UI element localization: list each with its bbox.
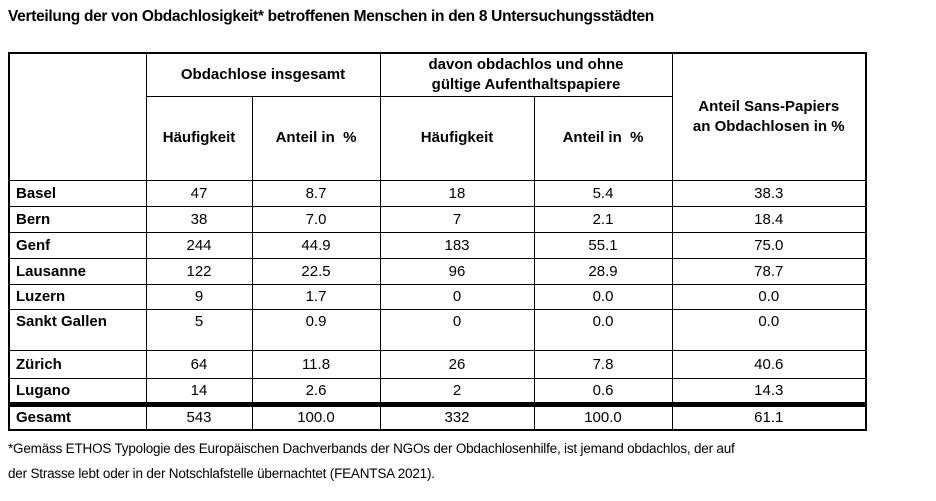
col-header-haeufigkeit-1: Häufigkeit	[145, 95, 253, 181]
value-cell: 18	[379, 179, 535, 207]
value-cell: 55.1	[533, 231, 673, 259]
value-cell: 61.1	[671, 401, 867, 431]
table-row-lausanne: Lausanne 122 22.5 96 28.9 78.7	[8, 257, 867, 285]
col-header-haeufigkeit-2: Häufigkeit	[379, 95, 535, 181]
table-row-sankt-gallen: Sankt Gallen 5 0.9 0 0.0 0.0	[8, 308, 867, 351]
value-cell: 47	[145, 179, 253, 207]
value-cell: 96	[379, 257, 535, 285]
value-cell: 0.6	[533, 377, 673, 405]
value-cell: 2.1	[533, 205, 673, 233]
group-header-row: Obdachlose insgesamt davon obdachlos und…	[8, 52, 867, 181]
value-cell: 244	[145, 231, 253, 259]
col-group-total: Obdachlose insgesamt	[145, 52, 381, 97]
col-header-anteil-2: Anteil in %	[533, 95, 673, 181]
value-cell: 0.0	[533, 283, 673, 310]
value-cell: 543	[145, 401, 253, 431]
city-cell: Genf	[8, 231, 147, 259]
value-cell: 75.0	[671, 231, 867, 259]
value-cell: 1.7	[251, 283, 381, 310]
city-cell: Sankt Gallen	[8, 308, 147, 351]
value-cell: 7.8	[533, 349, 673, 379]
value-cell: 332	[379, 401, 535, 431]
page: Verteilung der von Obdachlosigkeit* betr…	[8, 8, 928, 486]
value-cell: 26	[379, 349, 535, 379]
value-cell: 122	[145, 257, 253, 285]
footnote-line-2: der Strasse lebt oder in der Notschlafst…	[8, 466, 435, 481]
value-cell: 0	[379, 283, 535, 310]
value-cell: 5	[145, 308, 253, 351]
value-cell: 78.7	[671, 257, 867, 285]
value-cell: 0.0	[671, 308, 867, 351]
city-cell: Lausanne	[8, 257, 147, 285]
homelessness-table: Obdachlose insgesamt davon obdachlos und…	[8, 52, 867, 431]
city-cell: Luzern	[8, 283, 147, 310]
value-cell: 40.6	[671, 349, 867, 379]
value-cell: 44.9	[251, 231, 381, 259]
city-cell: Bern	[8, 205, 147, 233]
table-row-gesamt: Gesamt 543 100.0 332 100.0 61.1	[8, 401, 867, 431]
table-row-bern: Bern 38 7.0 7 2.1 18.4	[8, 205, 867, 233]
table-row-zuerich: Zürich 64 11.8 26 7.8 40.6	[8, 349, 867, 379]
city-cell: Zürich	[8, 349, 147, 379]
value-cell: 0.0	[671, 283, 867, 310]
value-cell: 11.8	[251, 349, 381, 379]
footnote: *Gemäss ETHOS Typologie des Europäischen…	[8, 436, 928, 486]
value-cell: 7	[379, 205, 535, 233]
table-row-genf: Genf 244 44.9 183 55.1 75.0	[8, 231, 867, 259]
city-cell: Gesamt	[8, 401, 147, 431]
table-row-basel: Basel 47 8.7 18 5.4 38.3	[8, 179, 867, 207]
value-cell: 38.3	[671, 179, 867, 207]
table-row-lugano: Lugano 14 2.6 2 0.6 14.3	[8, 377, 867, 405]
col-group-sans-papiers: davon obdachlos und ohne gültige Aufenth…	[379, 52, 673, 97]
value-cell: 64	[145, 349, 253, 379]
value-cell: 2	[379, 377, 535, 405]
col-group-share: Anteil Sans-Papiers an Obdachlosen in %	[671, 52, 867, 181]
value-cell: 100.0	[251, 401, 381, 431]
value-cell: 8.7	[251, 179, 381, 207]
page-title: Verteilung der von Obdachlosigkeit* betr…	[8, 8, 654, 25]
value-cell: 14	[145, 377, 253, 405]
col-header-anteil-1: Anteil in %	[251, 95, 381, 181]
value-cell: 183	[379, 231, 535, 259]
value-cell: 7.0	[251, 205, 381, 233]
value-cell: 9	[145, 283, 253, 310]
value-cell: 0.9	[251, 308, 381, 351]
city-cell: Lugano	[8, 377, 147, 405]
value-cell: 38	[145, 205, 253, 233]
value-cell: 18.4	[671, 205, 867, 233]
city-cell: Basel	[8, 179, 147, 207]
footnote-line-1: *Gemäss ETHOS Typologie des Europäischen…	[8, 441, 735, 456]
table-row-luzern: Luzern 9 1.7 0 0.0 0.0	[8, 283, 867, 310]
value-cell: 100.0	[533, 401, 673, 431]
corner-cell	[8, 52, 147, 181]
value-cell: 0.0	[533, 308, 673, 351]
value-cell: 28.9	[533, 257, 673, 285]
value-cell: 14.3	[671, 377, 867, 405]
value-cell: 0	[379, 308, 535, 351]
value-cell: 2.6	[251, 377, 381, 405]
value-cell: 5.4	[533, 179, 673, 207]
value-cell: 22.5	[251, 257, 381, 285]
sub-header-row: Häufigkeit Anteil in % Häufigkeit Anteil…	[9, 95, 866, 181]
